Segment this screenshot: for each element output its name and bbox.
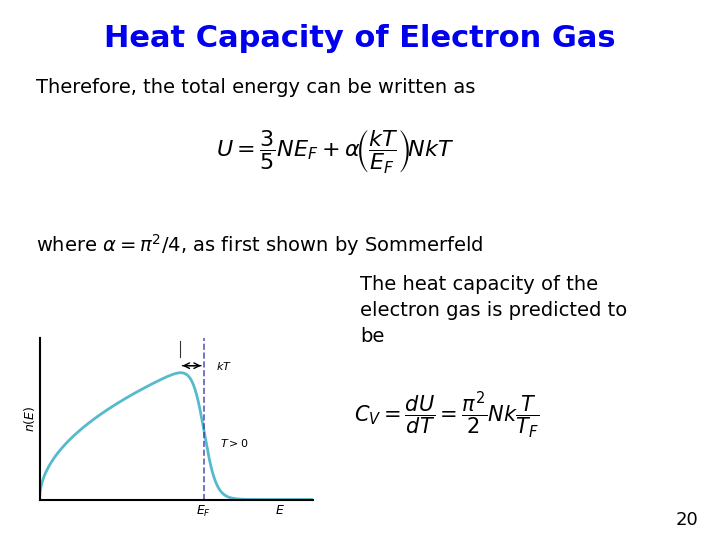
Text: electron gas is predicted to: electron gas is predicted to — [360, 301, 627, 320]
Text: $U = \dfrac{3}{5}NE_F + \alpha\!\left(\dfrac{kT}{E_F}\right)\!NkT$: $U = \dfrac{3}{5}NE_F + \alpha\!\left(\d… — [216, 127, 454, 175]
Text: where $\alpha = \pi^2/4$, as first shown by Sommerfeld: where $\alpha = \pi^2/4$, as first shown… — [36, 232, 483, 258]
Text: $C_V = \dfrac{dU}{dT} = \dfrac{\pi^2}{2}Nk\dfrac{T}{T_F}$: $C_V = \dfrac{dU}{dT} = \dfrac{\pi^2}{2}… — [354, 390, 539, 442]
Text: The heat capacity of the: The heat capacity of the — [360, 275, 598, 294]
Text: Therefore, the total energy can be written as: Therefore, the total energy can be writt… — [36, 78, 475, 97]
Text: $kT$: $kT$ — [216, 360, 232, 372]
Y-axis label: $n(E)$: $n(E)$ — [22, 405, 37, 432]
Text: be: be — [360, 327, 384, 346]
Text: Heat Capacity of Electron Gas: Heat Capacity of Electron Gas — [104, 24, 616, 53]
Text: 20: 20 — [675, 511, 698, 529]
Text: $T>0$: $T>0$ — [220, 437, 249, 449]
